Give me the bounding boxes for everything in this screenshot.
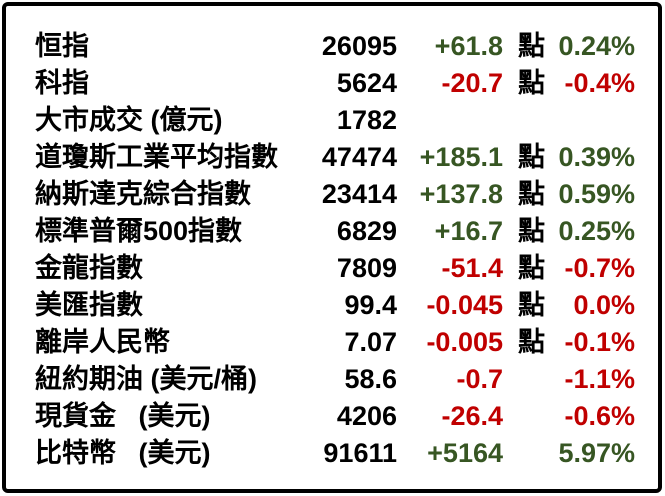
instrument-label: 金龍指數 [35,253,143,283]
instrument-change-cell: -0.7 [397,361,545,398]
instrument-value: 4206 [336,401,397,431]
instrument-percent: 5.97% [558,438,635,468]
table-row: 美匯指數 99.4 -0.045 點 0.0% [35,287,658,324]
instrument-percent: 0.25% [558,216,635,246]
table-body: 恒指 26095 +61.8 點 0.24% 科指 5624 -20.7 點 -0.… [35,28,658,472]
instrument-label: 比特幣 (美元) [35,438,211,468]
table-row: 紐約期油 (美元/桶) 58.6 -0.7 -1.1% [35,361,658,398]
table-row: 納斯達克綜合指數 23414 +137.8 點 0.59% [35,176,658,213]
instrument-value: 99.4 [344,290,397,320]
instrument-label: 納斯達克綜合指數 [35,179,251,209]
instrument-percent: 0.59% [558,179,635,209]
instrument-label: 離岸人民幣 [35,327,170,357]
instrument-label: 大市成交 (億元) [35,105,223,135]
instrument-change: -20.7 [441,68,503,98]
instrument-change: +185.1 [419,142,503,172]
instrument-label: 現貨金 (美元) [35,401,211,431]
table-row: 現貨金 (美元) 4206 -26.4 -0.6% [35,398,658,435]
table-row: 比特幣 (美元) 91611 +5164 5.97% [35,435,658,472]
instrument-change: -0.7 [456,364,503,394]
instrument-change-cell: +5164 [397,435,545,472]
instrument-change: -26.4 [441,401,503,431]
instrument-percent: 0.39% [558,142,635,172]
instrument-change: +16.7 [434,216,503,246]
instrument-percent: -0.4% [564,68,635,98]
instrument-change-cell: +137.8 點 [397,176,545,213]
instrument-change-cell: -20.7 點 [397,65,545,102]
instrument-value: 91611 [323,438,397,468]
table-row: 大市成交 (億元) 1782 [35,102,658,139]
instrument-change: -51.4 [441,253,503,283]
change-unit-label: 點 [518,327,545,357]
instrument-change-cell: +61.8 點 [397,28,545,65]
change-unit-label: 點 [518,179,545,209]
instrument-change-cell [397,102,545,139]
table-row: 標準普爾500指數 6829 +16.7 點 0.25% [35,213,658,250]
instrument-change-cell: -51.4 點 [397,250,545,287]
instrument-value: 6829 [336,216,397,246]
instrument-value: 7.07 [344,327,397,357]
instrument-value: 23414 [321,179,397,209]
change-unit-label: 點 [518,68,545,98]
table-row: 恒指 26095 +61.8 點 0.24% [35,28,658,65]
table-row: 離岸人民幣 7.07 -0.005 點 -0.1% [35,324,658,361]
instrument-change: +5164 [427,438,503,468]
change-unit-label: 點 [518,31,545,61]
table-row: 道瓊斯工業平均指數 47474 +185.1 點 0.39% [35,139,658,176]
instrument-value: 26095 [321,31,397,61]
instrument-change-cell: -0.045 點 [397,287,545,324]
table-row: 金龍指數 7809 -51.4 點 -0.7% [35,250,658,287]
instrument-change-cell: +16.7 點 [397,213,545,250]
instrument-change: -0.005 [426,327,503,357]
instrument-label: 標準普爾500指數 [35,216,243,246]
instrument-label: 恒指 [35,31,89,61]
instrument-percent: -0.1% [564,327,635,357]
instrument-label: 紐約期油 (美元/桶) [35,364,257,394]
instrument-percent: -0.6% [564,401,635,431]
change-unit-label: 點 [518,290,545,320]
instrument-change: +61.8 [434,31,503,61]
instrument-change: -0.045 [426,290,503,320]
instrument-value: 58.6 [344,364,397,394]
change-unit-label: 點 [518,253,545,283]
change-unit-label: 點 [518,216,545,246]
instrument-percent: 0.0% [573,290,635,320]
instrument-value: 1782 [336,105,397,135]
instrument-value: 7809 [336,253,397,283]
instrument-label: 美匯指數 [35,290,143,320]
instrument-percent: -1.1% [564,364,635,394]
instrument-percent: -0.7% [564,253,635,283]
change-unit-label: 點 [518,142,545,172]
instrument-change-cell: -26.4 [397,398,545,435]
instrument-label: 道瓊斯工業平均指數 [35,142,278,172]
instrument-label: 科指 [35,68,89,98]
table-row: 科指 5624 -20.7 點 -0.4% [35,65,658,102]
instrument-percent: 0.24% [558,31,635,61]
instrument-value: 47474 [321,142,397,172]
instrument-value: 5624 [336,68,397,98]
instrument-change: +137.8 [419,179,503,209]
instrument-change-cell: +185.1 點 [397,139,545,176]
instrument-change-cell: -0.005 點 [397,324,545,361]
